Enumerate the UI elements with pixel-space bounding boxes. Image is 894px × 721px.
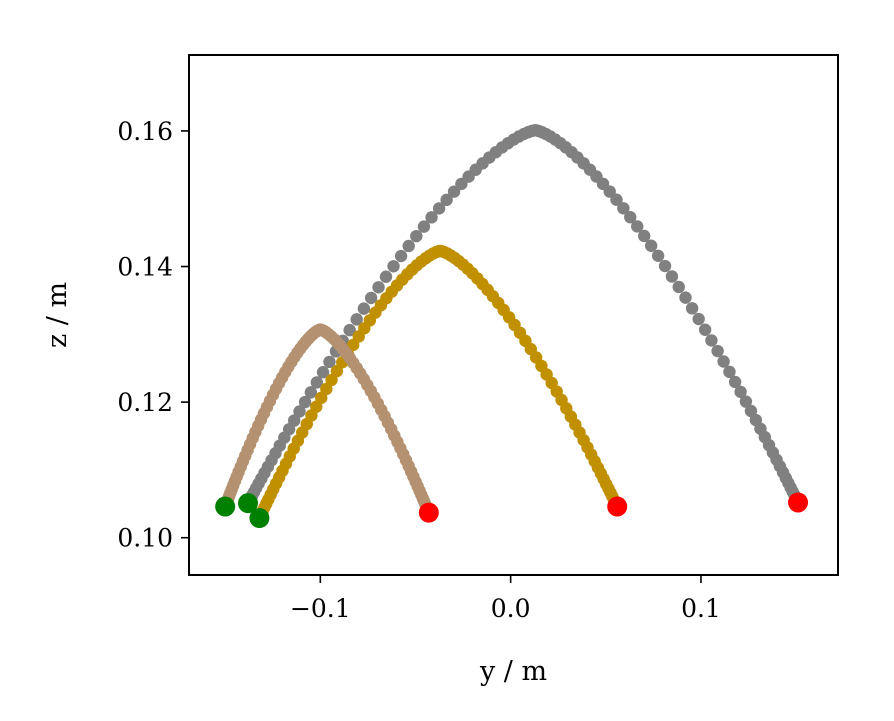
trajectory-point bbox=[734, 385, 747, 399]
trajectory-point bbox=[679, 291, 692, 304]
trajectory-point bbox=[617, 202, 630, 215]
trajectory-point bbox=[304, 386, 318, 399]
end-point-marker bbox=[607, 496, 628, 517]
trajectory-point bbox=[717, 355, 730, 368]
x-tick-label: −0.1 bbox=[290, 594, 351, 623]
trajectory-point bbox=[440, 193, 453, 207]
trajectory-point bbox=[387, 260, 400, 273]
y-axis: 0.10 0.12 0.14 0.16 bbox=[117, 117, 189, 553]
trajectory-point bbox=[364, 291, 378, 305]
trajectory-point bbox=[425, 211, 438, 224]
x-axis-label: y / m bbox=[479, 656, 547, 687]
start-point-marker bbox=[215, 496, 236, 517]
trajectory-point bbox=[287, 414, 301, 427]
trajectory-point bbox=[698, 323, 712, 336]
trajectory-series bbox=[215, 323, 439, 523]
y-tick-label: 0.16 bbox=[117, 117, 173, 146]
x-axis: −0.1 0.0 0.1 bbox=[290, 575, 721, 623]
trajectory-point bbox=[394, 249, 408, 263]
trajectory-point bbox=[672, 280, 685, 294]
trajectory-point bbox=[631, 220, 644, 233]
end-point-marker bbox=[418, 502, 439, 523]
trajectory-point bbox=[610, 193, 623, 206]
trajectory-point bbox=[644, 239, 658, 252]
trajectory-point bbox=[410, 229, 423, 243]
y-tick-label: 0.14 bbox=[117, 253, 173, 282]
y-tick-label: 0.10 bbox=[117, 524, 173, 553]
trajectory-point bbox=[402, 239, 415, 253]
end-point-marker bbox=[788, 492, 809, 513]
trajectory-point bbox=[323, 355, 336, 369]
trajectory-point bbox=[298, 395, 312, 409]
trajectory-point bbox=[603, 185, 616, 198]
trajectory-point bbox=[744, 404, 758, 418]
trajectory-point bbox=[685, 302, 699, 315]
plot-frame bbox=[188, 54, 839, 576]
trajectory-point bbox=[651, 249, 665, 262]
start-point-marker bbox=[249, 508, 270, 529]
trajectory-point bbox=[325, 373, 338, 387]
trajectory-point bbox=[417, 220, 431, 233]
trajectory-point bbox=[665, 270, 679, 283]
trajectory-point bbox=[379, 270, 393, 283]
trajectory-point bbox=[692, 312, 705, 326]
trajectory-point bbox=[711, 344, 724, 358]
trajectory-point bbox=[343, 323, 356, 337]
x-tick-label: 0.1 bbox=[681, 594, 721, 623]
trajectory-point bbox=[658, 259, 672, 273]
trajectory-point bbox=[350, 313, 363, 326]
trajectory-point bbox=[316, 366, 330, 379]
y-axis-label: z / m bbox=[42, 282, 73, 348]
trajectory-point bbox=[637, 229, 651, 243]
plot-marks bbox=[215, 124, 809, 529]
trajectory-point bbox=[310, 376, 324, 389]
trajectory-point bbox=[357, 302, 371, 315]
trajectory-point bbox=[432, 202, 446, 215]
trajectory-point bbox=[705, 334, 718, 347]
start-point-marker bbox=[238, 493, 258, 514]
y-tick-label: 0.12 bbox=[117, 388, 173, 417]
trajectory-point bbox=[372, 281, 385, 294]
trajectory-point bbox=[293, 405, 306, 418]
trajectory-series bbox=[249, 244, 628, 529]
trajectory-point bbox=[624, 210, 637, 224]
trajectory-point bbox=[739, 395, 753, 408]
trajectory-point bbox=[447, 185, 461, 198]
x-tick-label: 0.0 bbox=[491, 594, 531, 623]
trajectory-series bbox=[238, 124, 809, 514]
trajectory-point bbox=[723, 365, 736, 379]
trajectory-point bbox=[728, 375, 742, 389]
